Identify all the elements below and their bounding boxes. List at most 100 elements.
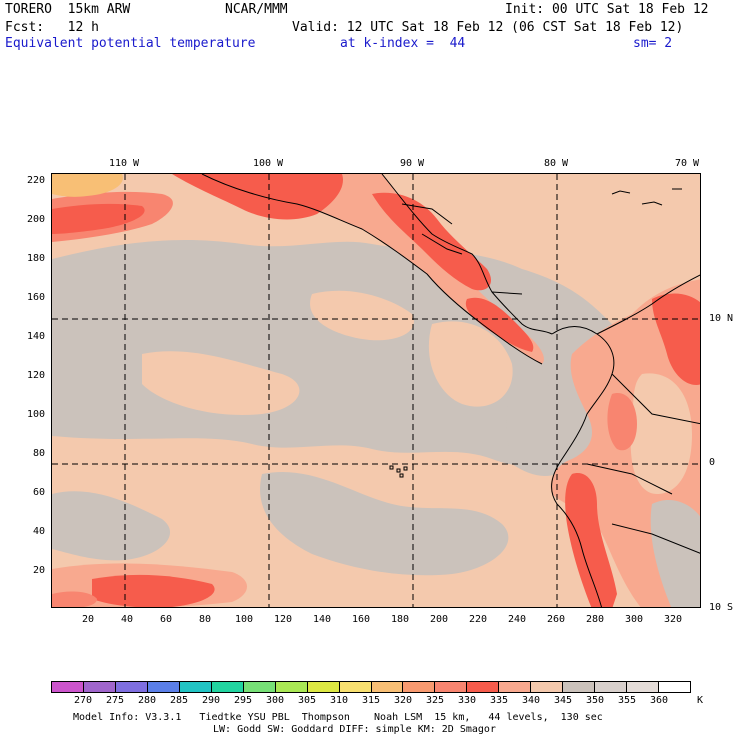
x-tick: 120 [273,614,293,625]
red-costa-rica [465,297,534,352]
lon-label: 110 W [108,158,140,169]
x-tick: 240 [507,614,527,625]
map-canvas [52,174,700,607]
x-tick: 260 [546,614,566,625]
coastline-venezuela [596,274,700,335]
y-tick: 180 [26,253,45,264]
lat-label: 0 [709,457,716,468]
y-tick: 20 [32,565,45,576]
color-swatch [243,682,276,692]
field-name: Equivalent potential temperature [5,36,256,51]
warm-patch-east [428,321,513,407]
x-tick: 220 [468,614,488,625]
color-swatch [115,682,148,692]
lat-label: 10 N [709,313,734,324]
red-region-central-america [372,192,492,291]
red-band-northwest-core [52,203,145,234]
color-scale-label: 285 [169,695,189,706]
y-tick: 80 [32,448,45,459]
red-patch-andes-north [607,393,637,451]
coastline-south-america [551,326,615,607]
forecast-hour: Fcst: 12 h [5,20,99,35]
x-tick: 320 [663,614,683,625]
color-scale-label: 340 [521,695,541,706]
y-tick: 140 [26,331,45,342]
salmon-band-south-west [52,591,97,607]
color-swatch [83,682,116,692]
color-scale-label: 315 [361,695,381,706]
color-swatch [339,682,372,692]
color-swatch [179,682,212,692]
warm-patch-mid [310,290,414,341]
x-tick: 20 [81,614,95,625]
color-scale-label: 295 [233,695,253,706]
color-scale-label: 305 [297,695,317,706]
y-tick: 100 [26,409,45,420]
color-scale-label: 345 [553,695,573,706]
y-tick: 120 [26,370,45,381]
color-swatch [52,682,84,692]
red-band-north-coast [172,174,343,220]
red-band-south-america-north [652,293,700,385]
red-band-andes [565,473,617,607]
level-info: at k-index = 44 [340,36,466,51]
color-scale-label: 335 [489,695,509,706]
color-swatch [371,682,404,692]
lon-label: 100 W [252,158,284,169]
warm-patch-central [142,351,300,415]
color-swatch [275,682,308,692]
color-scale-label: 320 [393,695,413,706]
valid-time: Valid: 12 UTC Sat 18 Feb 12 (06 CST Sat … [292,20,684,35]
orange-patch-northwest [52,174,123,197]
color-scale-label: 350 [585,695,605,706]
color-swatch [435,682,468,692]
color-scale-label: 300 [265,695,285,706]
color-scale-label: 330 [457,695,477,706]
organization: NCAR/MMM [225,2,288,17]
color-scale-label: 270 [73,695,93,706]
color-scale-bar [51,681,691,693]
color-scale-label: 355 [617,695,637,706]
color-swatch [307,682,340,692]
y-tick: 220 [26,175,45,186]
x-tick: 80 [198,614,212,625]
x-tick: 100 [234,614,254,625]
model-title: TORERO 15km ARW [5,2,131,17]
y-tick: 60 [32,487,45,498]
equivalent-potential-temperature-map [51,173,701,608]
color-swatch [627,682,660,692]
x-tick: 300 [624,614,644,625]
color-swatch [211,682,244,692]
model-info-line-2: LW: Godd SW: Goddard DIFF: simple KM: 2D… [213,724,496,735]
lon-label: 90 W [399,158,425,169]
color-scale-label: 310 [329,695,349,706]
color-swatch [531,682,564,692]
x-tick: 280 [585,614,605,625]
y-tick: 40 [32,526,45,537]
color-scale-label: 360 [649,695,669,706]
coastline-caribbean [381,174,553,335]
lon-label: 70 W [674,158,700,169]
lon-label: 80 W [543,158,569,169]
color-scale-label: 325 [425,695,445,706]
galapagos-islands [389,465,408,478]
caribbean-islands [611,188,682,206]
y-tick: 160 [26,292,45,303]
x-tick: 180 [390,614,410,625]
gray-land-patch [650,500,700,607]
color-scale-label: 280 [137,695,157,706]
color-swatch [403,682,436,692]
color-swatch [467,682,500,692]
color-swatch [563,682,596,692]
gray-region-south [260,471,509,576]
y-tick: 200 [26,214,45,225]
color-swatch [147,682,180,692]
model-info-line-1: Model Info: V3.3.1 Tiedtke YSU PBL Thomp… [73,712,603,723]
coastlines [201,174,700,607]
coastline-mexico [201,174,543,365]
unit-label: K [697,695,704,706]
color-swatch [499,682,532,692]
land-central-america [202,174,544,364]
x-tick: 60 [159,614,173,625]
red-band-south [92,574,215,607]
